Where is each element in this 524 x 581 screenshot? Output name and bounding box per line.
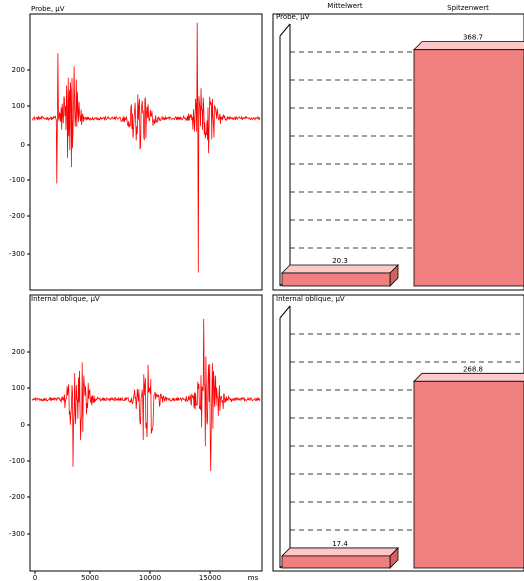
bar-ylabel-probe: Probe, µV: [276, 13, 310, 21]
y-tick-label: 100: [12, 384, 25, 392]
bar-front: [413, 49, 524, 287]
bar-value-label: 17.4: [332, 540, 348, 548]
bar-gridlines: [290, 333, 524, 531]
y-tick-label: -100: [9, 457, 25, 465]
bar-value-label: 268.8: [463, 365, 483, 373]
y-tick-label: -200: [9, 493, 25, 501]
bar-value-label: 20.3: [332, 257, 348, 265]
y-tick-label: -300: [9, 530, 25, 538]
bar-spitzenwert-internal: 268.8: [413, 365, 524, 569]
signal-trace-internal-oblique: [31, 318, 261, 472]
bar-category-label: Mittelwert: [327, 2, 363, 10]
bar-mittelwert-probe: 20.3: [281, 257, 399, 287]
y-tick-label: 200: [12, 66, 25, 74]
y-tick-label: -100: [9, 176, 25, 184]
signal-panel-internal-oblique: Internal oblique, µV 200 100 0 -100 -200…: [9, 294, 263, 581]
y-tick-label: -200: [9, 212, 25, 220]
bar-top: [281, 547, 399, 557]
bar-panel-probe: Mittelwert Spitzenwert Probe, µV 20.3 36…: [272, 2, 524, 291]
y-tick-label: -300: [9, 250, 25, 258]
x-axis-unit: ms: [248, 574, 259, 581]
signal-ylabel-internal: Internal oblique, µV: [31, 295, 100, 303]
bar-top: [413, 372, 524, 382]
y-tick-label: 0: [21, 141, 25, 149]
signal-ylabel-probe: Probe, µV: [31, 5, 65, 13]
signal-trace-probe: [32, 22, 261, 273]
bar-spitzenwert-probe: 368.7: [413, 34, 524, 287]
bar-panel-internal-oblique: Internal oblique, µV 17.4 268.8: [272, 294, 524, 572]
bar-gridlines: [290, 51, 524, 249]
y-tick-label: 200: [12, 348, 25, 356]
y-tick-label: 100: [12, 102, 25, 110]
signal-plot-frame: [29, 13, 263, 291]
bar-front: [413, 380, 524, 569]
bar-front: [281, 555, 391, 569]
bar-value-label: 368.7: [463, 34, 483, 42]
bar-ylabel-internal: Internal oblique, µV: [276, 295, 345, 303]
bar-top: [281, 264, 399, 274]
bar-top: [413, 41, 524, 51]
bar-category-label: Spitzenwert: [447, 4, 489, 12]
signal-panel-probe: Probe, µV 200 100 0 -100 -200 -300: [9, 5, 263, 291]
x-tick-label: 10000: [139, 574, 161, 581]
x-tick-label: 0: [33, 574, 37, 581]
y-tick-label: 0: [21, 421, 25, 429]
x-tick-label: 15000: [199, 574, 221, 581]
x-tick-label: 5000: [81, 574, 99, 581]
bar-axis-depth: [279, 305, 291, 319]
bar-front: [281, 272, 391, 287]
signal-plot-frame: [29, 294, 263, 572]
bar-mittelwert-internal: 17.4: [281, 540, 399, 569]
bar-axis-depth: [279, 23, 291, 37]
